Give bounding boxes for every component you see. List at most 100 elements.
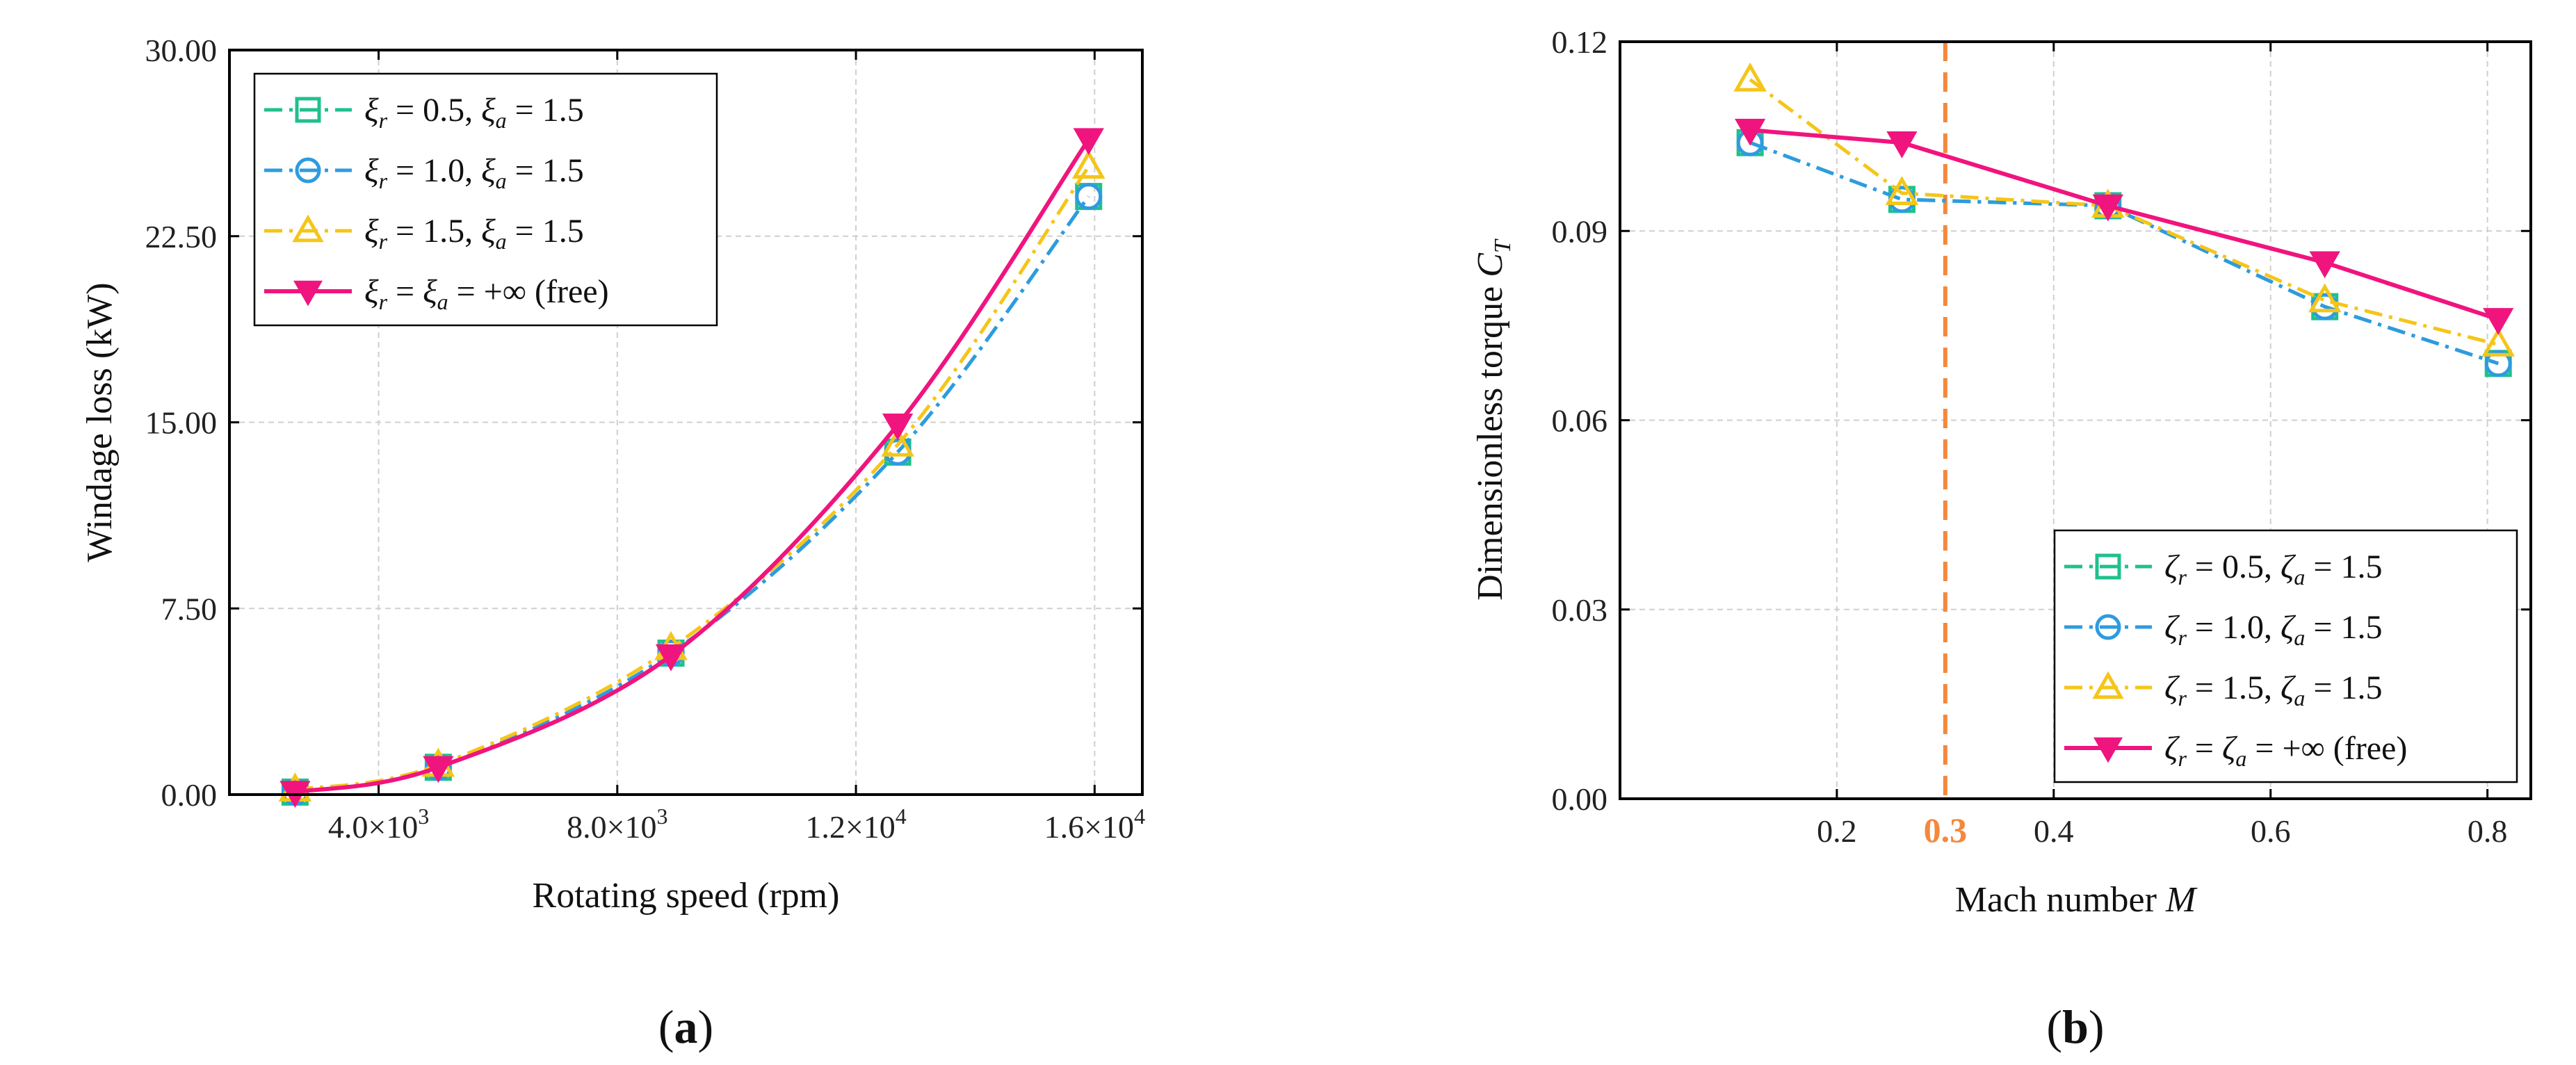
legend-marker	[295, 157, 321, 184]
legend-label: ξr = 1.0, ξa = 1.5	[364, 152, 584, 193]
data-point	[2481, 327, 2516, 357]
legend-marker	[2095, 553, 2121, 580]
legend-symbol: ζ	[2222, 730, 2238, 767]
legend-text: = 1.5	[507, 213, 584, 250]
y-tick-label: 0.00	[1552, 781, 1608, 817]
x-tick-label: 0.6	[2251, 813, 2291, 849]
data-point	[1073, 128, 1104, 156]
legend-subscript: r	[2178, 746, 2187, 771]
legend-symbol: ξ	[364, 152, 379, 189]
legend-subscript: a	[2235, 746, 2246, 771]
legend-text: = 1.0,	[2187, 609, 2281, 646]
data-point	[655, 644, 687, 672]
y-tick-label: 0.09	[1552, 213, 1608, 249]
legend-subscript: a	[2294, 685, 2305, 710]
legend-subscript: r	[379, 229, 388, 254]
legend-item: ζr = 1.5, ζa = 1.5	[2064, 669, 2382, 710]
legend-label: ξr = 1.5, ξa = 1.5	[364, 213, 584, 254]
legend-frame	[253, 72, 718, 327]
series-4	[280, 128, 1104, 808]
legend-symbol: ζ	[2164, 548, 2180, 585]
legend-symbol: ζ	[2281, 548, 2296, 585]
legend-symbol: ζ	[2164, 609, 2180, 646]
y-tick-label: 30.00	[145, 33, 218, 68]
panel-letter: b	[2062, 1000, 2089, 1053]
legend-symbol: ζ	[2281, 669, 2296, 706]
legend-subscript: r	[2178, 564, 2187, 590]
paren: (	[2046, 1000, 2062, 1053]
tick-mantissa: 4.0×10	[328, 809, 418, 845]
axis-label-subscript: T	[1490, 238, 1516, 253]
legend-text: = 1.5	[507, 152, 584, 189]
data-point	[2092, 194, 2123, 222]
legend-item: ξr = 1.0, ξa = 1.5	[264, 152, 584, 193]
legend-subscript: r	[2178, 685, 2187, 710]
series-line	[294, 138, 1091, 795]
legend-text: = 0.5,	[387, 92, 481, 129]
legend-text: = 1.5	[2305, 548, 2382, 585]
legend-item: ξr = 1.5, ξa = 1.5	[264, 213, 584, 254]
legend-item: ζr = 0.5, ζa = 1.5	[2064, 548, 2382, 590]
y-tick-label: 7.50	[161, 591, 218, 626]
legend: ξr = 0.5, ξa = 1.5ξr = 1.0, ξa = 1.5ξr =…	[253, 72, 718, 327]
legend-subscript: r	[379, 168, 388, 193]
y-axis-label: Dimensionless torque CT	[1471, 238, 1516, 601]
series-2	[1736, 129, 2512, 377]
x-axis-label: Rotating speed (rpm)	[533, 876, 840, 916]
legend-label: ξr = 0.5, ξa = 1.5	[364, 92, 584, 133]
data-point	[1735, 118, 1766, 146]
y-tick-label: 22.50	[145, 219, 218, 254]
paren: (	[658, 1000, 674, 1053]
chart-panel-a: 4.0×103 8.0×103 1.2×104 1.6×1040.007.5015.0…	[80, 33, 1145, 1053]
legend-symbol: ζ	[2164, 669, 2180, 706]
series-1	[1736, 129, 2512, 377]
data-point	[2483, 308, 2514, 335]
legend-subscript: a	[2294, 625, 2305, 650]
legend-subscript: r	[379, 108, 388, 133]
y-axis-label: Windage loss (kW)	[80, 282, 120, 562]
legend-text: = 0.5,	[2187, 548, 2281, 585]
legend-marker	[293, 280, 323, 307]
legend-label: ξr = ξa = +∞ (free)	[364, 273, 609, 314]
series-4	[1735, 118, 2514, 335]
legend-symbol: ζ	[2281, 609, 2296, 646]
legend-symbol: ζ	[2164, 730, 2180, 767]
legend-symbol: ξ	[481, 92, 496, 129]
legend-label: ζr = 1.0, ζa = 1.5	[2164, 609, 2382, 650]
y-tick-label: 15.00	[145, 405, 218, 441]
legend-subscript: r	[2178, 625, 2187, 650]
legend-marker	[2092, 671, 2124, 699]
legend-marker	[2095, 614, 2121, 640]
legend-subscript: a	[2294, 564, 2305, 590]
legend-symbol: ξ	[364, 92, 379, 129]
chart-panel-b: 0.2 0.4 0.6 0.8 0.00 0.03 0.06 0.09 0.12 0.3 Mach …	[1471, 24, 2532, 1053]
tick-mantissa: 1.2×10	[805, 809, 895, 845]
series-line	[1749, 140, 2499, 366]
x-tick-label: 4.0×103	[328, 804, 429, 845]
x-tick-label: 1.2×104	[805, 804, 906, 845]
data-point	[1075, 183, 1103, 211]
legend-subscript: r	[379, 289, 388, 314]
legend-text: = 1.5	[507, 92, 584, 129]
data-point	[882, 413, 914, 441]
series-line	[294, 165, 1090, 792]
legend-subscript: a	[437, 289, 448, 314]
legend-marker	[295, 97, 321, 123]
legend-text: = +∞ (free)	[2246, 730, 2407, 767]
axis-label-text: Mach number	[1955, 880, 2166, 920]
y-tick-label: 0.00	[161, 777, 218, 813]
data-point	[881, 428, 915, 457]
legend-symbol: ξ	[481, 213, 496, 250]
threshold-label: 0.3	[1924, 811, 1968, 849]
x-tick-label: 8.0×103	[567, 804, 667, 845]
data-point	[1071, 149, 1105, 179]
legend-text: = 1.5,	[387, 213, 481, 250]
legend-text: = 1.5	[2305, 669, 2382, 706]
legend-subscript: a	[496, 168, 507, 193]
paren: )	[2089, 1000, 2105, 1053]
y-tick-label: 0.03	[1552, 592, 1608, 628]
data-point	[2309, 251, 2340, 279]
legend-item: ξr = ξa = +∞ (free)	[264, 273, 609, 314]
tick-mantissa: 1.6×10	[1044, 809, 1134, 845]
